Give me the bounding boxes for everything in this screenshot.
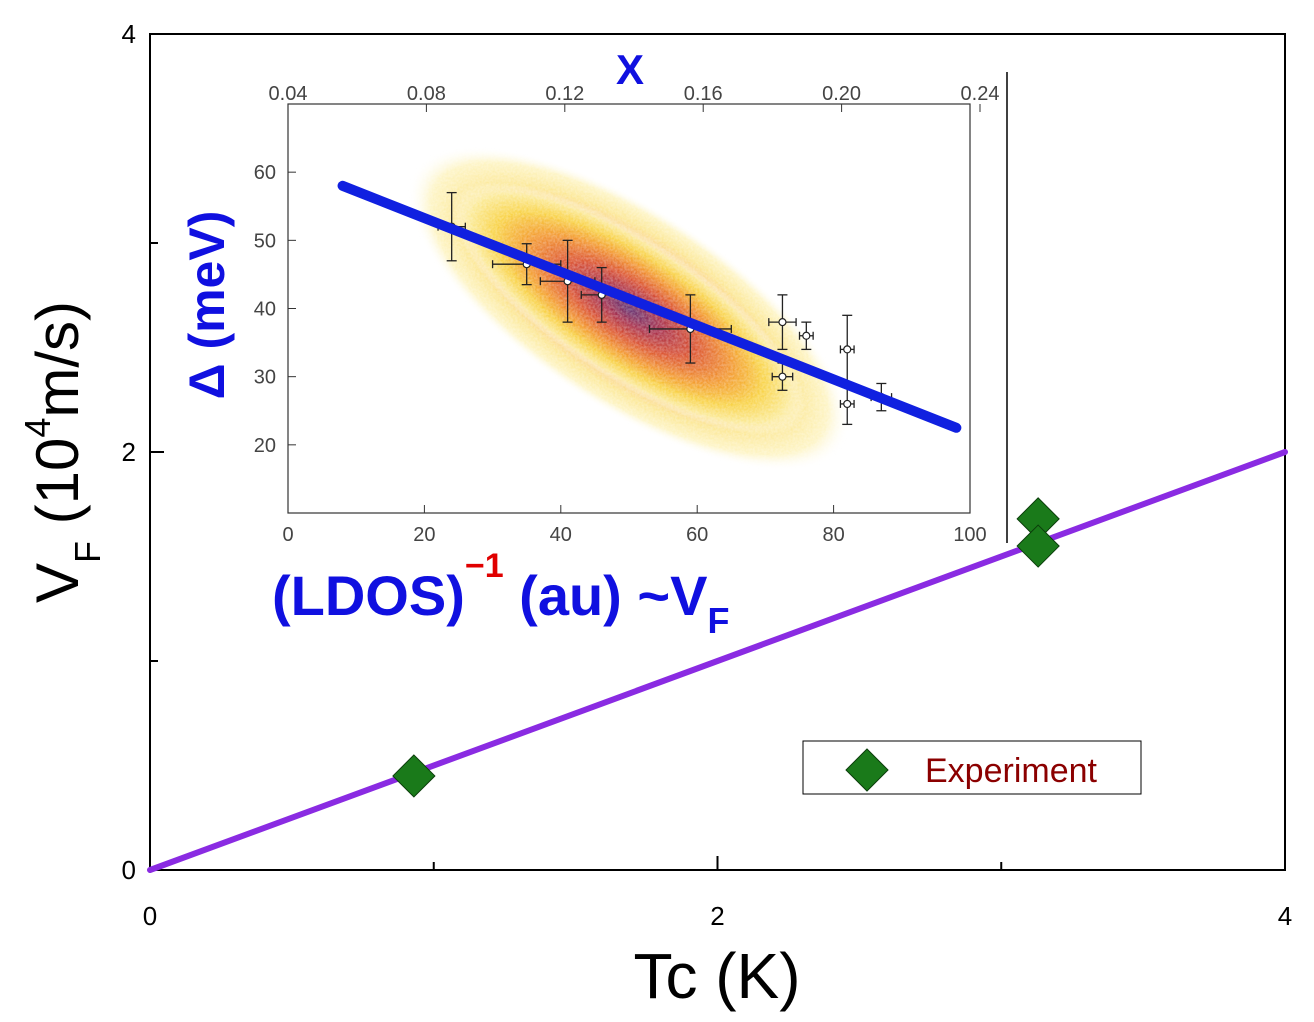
inset-top-x-tick-label: 0.16 <box>684 83 723 105</box>
main-y-tick-label: 0 <box>122 855 136 885</box>
inset-y-tick-label: 60 <box>254 162 276 184</box>
inset-density-core <box>452 182 806 435</box>
inset-data-point <box>768 294 797 351</box>
inset-x-tick-label: 20 <box>413 524 435 546</box>
inset-plot: 0 20 40 60 80 100 20 30 40 50 60 0.04 0.08 0.12 0.16… <box>179 46 1008 641</box>
inset-point-marker <box>778 318 787 327</box>
main-ylabel-open: (10 <box>24 438 91 541</box>
inset-top-x-tick-label: 0.04 <box>269 83 308 105</box>
inset-y-tick-label: 30 <box>254 367 276 389</box>
inset-x-tick-label: 60 <box>686 524 708 546</box>
main-ylabel-sup: 4 <box>17 418 58 438</box>
inset-y-tick-label: 50 <box>254 230 276 252</box>
main-x-tick-label: 2 <box>710 901 724 931</box>
main-y-tick-label: 4 <box>122 19 136 49</box>
legend: Experiment <box>802 740 1142 795</box>
inset-xlabel-sub: F <box>707 600 729 641</box>
main-y-tick-label: 2 <box>122 437 136 467</box>
inset-fit-line <box>337 180 962 433</box>
inset-heatmap <box>408 146 850 471</box>
inset-xlabel-sup: −1 <box>465 547 504 585</box>
inset-x-axis: 0 20 40 60 80 100 <box>282 505 987 546</box>
inset-top-x-axis: 0.04 0.08 0.12 0.16 0.20 0.24 <box>269 83 1000 112</box>
inset-top-x-tick-label: 0.08 <box>407 83 446 105</box>
legend-diamond-icon <box>845 748 889 792</box>
inset-x-tick-label: 40 <box>550 524 572 546</box>
inset-top-axis-label: X <box>616 46 644 93</box>
inset-top-x-tick-label: 0.24 <box>961 83 1000 105</box>
experiment-diamond-marker <box>392 754 436 798</box>
main-x-tick-label: 0 <box>143 901 157 931</box>
inset-top-x-tick-label: 0.20 <box>822 83 861 105</box>
inset-x-tick-label: 80 <box>822 524 844 546</box>
inset-xlabel-mid: (au) ~V <box>504 564 708 627</box>
main-x-tick-label: 4 <box>1278 901 1292 931</box>
legend-label: Experiment <box>925 752 1098 790</box>
inset-data-point <box>798 321 814 351</box>
inset-x-tick-label: 100 <box>953 524 986 546</box>
inset-y-axis-label: Δ (meV) <box>179 211 235 400</box>
inset-point-marker <box>843 399 852 409</box>
inset-x-tick-label: 0 <box>282 524 293 546</box>
inset-top-x-tick-label: 0.12 <box>545 83 584 105</box>
main-x-axis-label: Tc (K) <box>633 940 800 1012</box>
inset-data-point <box>839 314 855 385</box>
main-y-axis-label: VF (104m/s) <box>17 301 108 603</box>
inset-x-axis-label: (LDOS)−1 (au) ~VF <box>272 547 729 641</box>
experiment-diamond-marker <box>1016 524 1060 568</box>
inset-y-axis: 20 30 40 50 60 <box>254 162 296 457</box>
main-ylabel-sub: F <box>67 541 108 563</box>
inset-point-marker <box>843 345 852 354</box>
inset-y-tick-label: 20 <box>254 435 276 457</box>
main-ylabel-main: V <box>24 563 91 603</box>
inset-y-tick-label: 40 <box>254 299 276 321</box>
inset-point-marker <box>778 372 787 381</box>
inset-xlabel-main: (LDOS) <box>272 564 465 627</box>
main-fit-line <box>147 449 1288 873</box>
inset-point-marker <box>802 331 811 340</box>
main-ylabel-close: m/s) <box>24 301 91 418</box>
main-y-axis: 0 2 4 <box>122 19 164 885</box>
experiment-markers <box>392 497 1060 798</box>
main-x-axis: 0 2 4 <box>143 856 1292 931</box>
